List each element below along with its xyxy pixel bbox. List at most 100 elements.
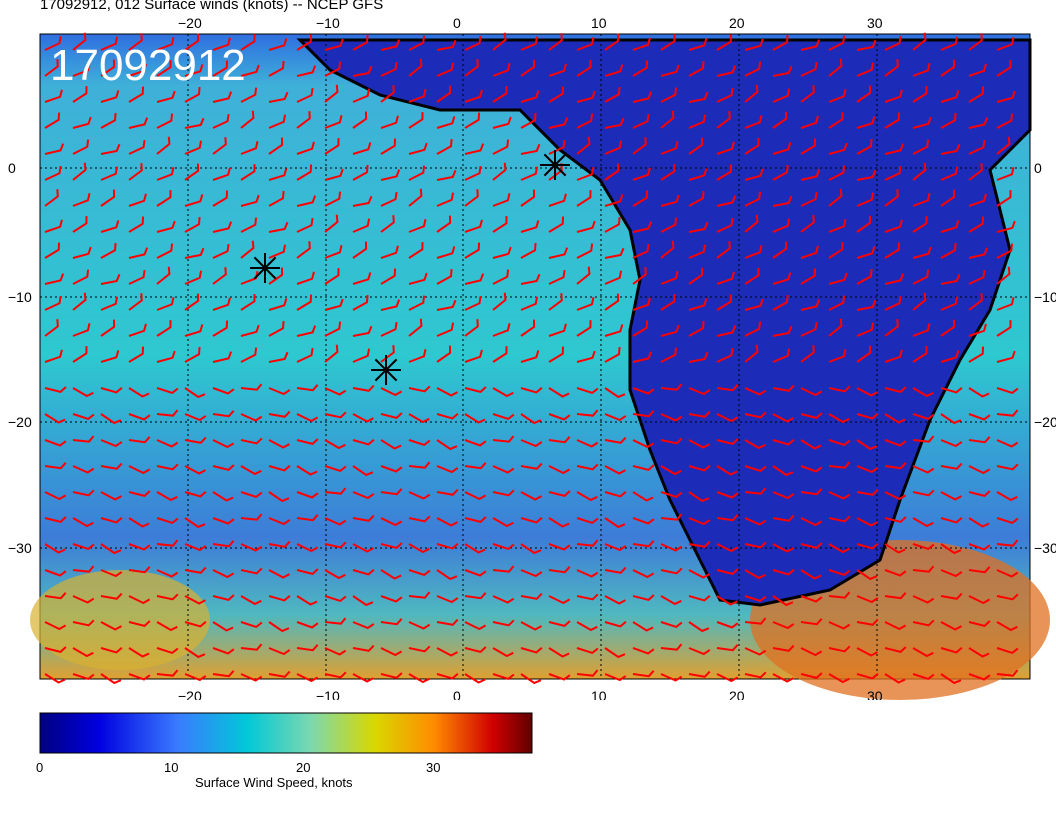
wind-barb (996, 37, 1015, 51)
wind-barb (436, 465, 459, 474)
wind-barb (604, 247, 625, 259)
wind-barb (240, 543, 263, 552)
wind-barb (464, 295, 482, 311)
wind-barb (268, 387, 291, 396)
wind-barb (352, 568, 375, 576)
wind-barb (380, 191, 398, 207)
wind-barb (212, 387, 235, 395)
wind-barb (772, 621, 795, 630)
wind-barb (352, 673, 374, 683)
wind-barb (856, 268, 873, 285)
wind-barb (604, 543, 627, 552)
wind-barb (408, 219, 427, 233)
wind-barb (72, 63, 91, 77)
wind-barbs (44, 32, 1019, 685)
wind-barb (296, 491, 319, 499)
wind-barb (436, 192, 455, 207)
wind-barb (212, 569, 235, 579)
wind-barb (352, 543, 374, 553)
latitude-label: −30 (8, 540, 32, 556)
wind-barb (72, 323, 91, 337)
wind-barb (520, 569, 543, 578)
wind-barb (156, 220, 176, 233)
wind-barb (660, 110, 675, 129)
wind-barb (464, 462, 487, 470)
wind-barb (520, 673, 542, 685)
colorbar-tick: 10 (164, 760, 179, 775)
wind-barb (688, 190, 705, 207)
wind-barb (436, 345, 452, 363)
wind-barb (324, 168, 344, 181)
wind-barb (744, 298, 764, 311)
wind-barb (968, 139, 986, 155)
wind-barb (884, 386, 907, 393)
wind-barb (156, 491, 178, 502)
wind-barb (660, 240, 675, 259)
wind-barb (240, 240, 255, 259)
wind-barb (660, 383, 683, 391)
wind-barb (100, 491, 122, 501)
wind-barb (800, 245, 819, 259)
wind-barb (464, 673, 486, 684)
wind-barb (408, 165, 426, 181)
wind-barb (800, 115, 819, 129)
wind-barb (128, 387, 150, 398)
wind-barb (660, 595, 682, 606)
wind-barb (884, 646, 907, 653)
strong-wind-zone-west (30, 570, 210, 670)
wind-barb (632, 439, 655, 449)
wind-barb (268, 267, 284, 285)
wind-barb (520, 621, 542, 631)
wind-barb (744, 671, 767, 679)
wind-barb (436, 647, 458, 657)
wind-barb (408, 112, 424, 129)
longitude-label: −10 (316, 688, 340, 700)
wind-barb (352, 34, 369, 51)
wind-barb (128, 216, 145, 233)
wind-barb (380, 215, 395, 233)
wind-barb (212, 351, 233, 363)
wind-barb (856, 299, 877, 311)
wind-barb (912, 269, 930, 285)
wind-barb (688, 439, 710, 449)
wind-barb (72, 619, 95, 627)
wind-barb (436, 542, 459, 550)
wind-barb (744, 344, 759, 363)
wind-barb (268, 569, 290, 579)
wind-barb (996, 297, 1015, 311)
wind-barb (828, 439, 851, 447)
wind-barb (212, 320, 229, 337)
wind-barb (184, 413, 207, 422)
wind-barb (492, 673, 515, 681)
wind-barb (940, 296, 959, 311)
wind-barb (156, 266, 171, 285)
wind-barb (688, 244, 707, 259)
wind-barb (408, 318, 423, 337)
wind-barb (268, 114, 287, 129)
asterisk-marker (250, 253, 280, 283)
wind-barb (548, 517, 570, 528)
wind-barb (576, 539, 599, 547)
wind-barb (296, 195, 317, 207)
wind-barb (576, 243, 594, 259)
wind-barb (492, 619, 515, 627)
wind-barb (72, 543, 95, 551)
wind-barb (212, 517, 235, 525)
wind-barb (996, 220, 1016, 233)
wind-barb (520, 646, 543, 654)
wind-barb (184, 490, 207, 498)
wind-barb (884, 112, 901, 129)
wind-barb (380, 169, 401, 181)
wind-barb (548, 323, 567, 337)
wind-barb (240, 595, 262, 606)
wind-barb (156, 621, 178, 632)
wind-barb (156, 136, 171, 155)
wind-barb (268, 517, 291, 526)
wind-barb (44, 569, 67, 577)
wind-barb (352, 325, 373, 337)
wind-barb (492, 216, 508, 233)
wind-barb (828, 413, 850, 424)
wind-barb (436, 387, 458, 397)
wind-barb (576, 669, 599, 677)
wind-barb (184, 673, 207, 682)
